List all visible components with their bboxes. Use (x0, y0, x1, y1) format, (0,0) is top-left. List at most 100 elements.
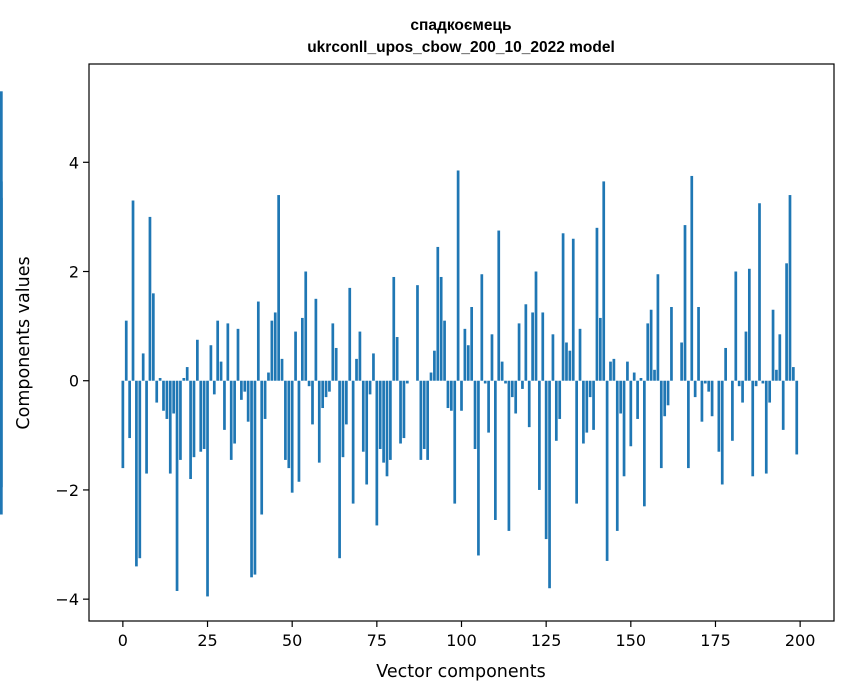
bar (243, 380, 247, 392)
bar (158, 377, 162, 381)
x-tick-label: 200 (785, 631, 816, 650)
bar (558, 380, 562, 419)
bar (734, 271, 738, 381)
bar (395, 337, 399, 381)
bar (670, 307, 673, 381)
bar (585, 380, 589, 433)
bar (168, 380, 172, 474)
bar (717, 380, 721, 452)
x-tick-label: 175 (700, 631, 731, 650)
bar (324, 380, 328, 398)
bar (548, 380, 551, 589)
bar (128, 380, 131, 439)
bar (615, 380, 619, 531)
x-axis-ticks: 0 25 50 75 100 125 150 175 200 (118, 621, 816, 650)
bar (747, 268, 751, 381)
bar (250, 380, 253, 578)
bar (131, 200, 135, 381)
bar (253, 380, 257, 575)
bar (311, 380, 314, 425)
bar (538, 380, 541, 490)
bar (737, 380, 741, 387)
plot-area-frame (88, 63, 835, 622)
bar (124, 320, 128, 381)
bar (392, 276, 396, 381)
bar (507, 380, 511, 531)
bar (233, 380, 236, 444)
bar (365, 380, 369, 485)
bar (240, 380, 243, 400)
bar (328, 380, 331, 392)
bar (731, 380, 734, 441)
bar (287, 380, 291, 469)
bar (334, 347, 338, 381)
bar (273, 312, 277, 381)
bar (697, 307, 700, 381)
bar (294, 331, 297, 381)
bar (439, 276, 443, 381)
bar (436, 246, 440, 381)
bar (267, 372, 270, 381)
bar (473, 380, 477, 449)
bar (649, 309, 653, 381)
bar (612, 358, 616, 381)
bar (775, 369, 778, 381)
bar (297, 380, 301, 482)
bar (341, 380, 345, 458)
bar (595, 227, 599, 381)
bar (707, 380, 711, 392)
bar (284, 380, 287, 460)
bar (500, 361, 504, 381)
x-tick-label: 125 (531, 631, 562, 650)
bar (636, 380, 639, 419)
bar (683, 225, 687, 381)
bar (135, 380, 138, 567)
bar (456, 170, 460, 381)
bar (795, 380, 799, 455)
bar (588, 380, 592, 398)
bar (639, 377, 643, 381)
y-tick-label: 4 (69, 153, 79, 172)
bar (209, 345, 213, 381)
bar (405, 380, 409, 384)
bar (598, 317, 602, 381)
bar (643, 380, 646, 507)
bar (443, 320, 446, 381)
bar (175, 380, 179, 591)
bar (551, 334, 555, 381)
bar (307, 380, 311, 387)
bar (571, 238, 575, 381)
bar (758, 203, 761, 381)
bar (510, 380, 514, 398)
y-tick-label: −4 (55, 590, 79, 609)
bar (619, 380, 623, 414)
bar (788, 195, 792, 381)
bar (561, 233, 565, 381)
bar (317, 380, 321, 463)
bar (656, 274, 660, 381)
bar (534, 271, 538, 381)
bar (744, 331, 748, 381)
bar (229, 380, 233, 460)
bar (575, 380, 578, 504)
bar (494, 380, 497, 520)
bar (219, 361, 223, 381)
y-axis-label: Components values (14, 256, 34, 429)
bar (449, 380, 453, 411)
bar (331, 323, 335, 381)
bar (605, 380, 609, 561)
bar (521, 380, 524, 389)
x-tick-label: 75 (367, 631, 387, 650)
bar (568, 350, 572, 381)
bar (602, 181, 606, 381)
y-tick-label: 0 (69, 372, 79, 391)
x-tick-label: 0 (118, 631, 128, 650)
bar (609, 361, 612, 381)
bar-series (0, 91, 799, 597)
x-axis-label: Vector components (376, 662, 545, 682)
x-tick-label: 50 (282, 631, 302, 650)
bar (361, 380, 365, 452)
bar (185, 367, 189, 381)
bar (314, 298, 318, 381)
